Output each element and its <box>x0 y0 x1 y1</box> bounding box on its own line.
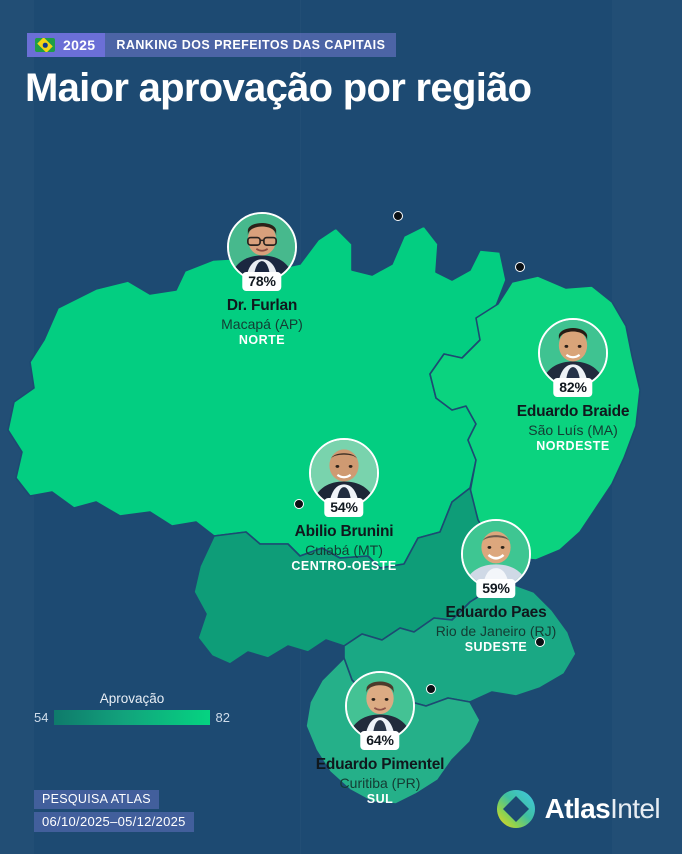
year-badge: 2025 <box>27 33 106 57</box>
legend-scale: 54 82 <box>34 710 230 725</box>
source-label: PESQUISA ATLAS <box>34 790 159 809</box>
brand-primary: Atlas <box>544 793 611 824</box>
legend-min-label: 54 <box>34 710 49 725</box>
map-region-norte[interactable] <box>7 225 507 569</box>
atlasintel-logo-icon <box>496 789 536 829</box>
brand-logo[interactable]: AtlasIntel <box>496 789 661 829</box>
header-badge: 2025 RANKING DOS PREFEITOS DAS CAPITAIS <box>27 33 397 57</box>
legend-max-label: 82 <box>215 710 230 725</box>
year-label: 2025 <box>63 37 96 53</box>
page-title: Maior aprovação por região <box>25 66 532 110</box>
brazil-flag-icon <box>35 38 55 52</box>
brand-wordmark: AtlasIntel <box>544 793 661 825</box>
city-dot-curitiba <box>426 684 436 694</box>
city-dot-sao-luis <box>515 262 525 272</box>
footer-source: PESQUISA ATLAS 06/10/2025–05/12/2025 <box>34 790 194 832</box>
city-dot-macapa <box>393 211 403 221</box>
city-dot-cuiaba <box>294 499 304 509</box>
brand-secondary: Intel <box>610 793 661 824</box>
legend: Aprovação 54 82 <box>34 691 230 725</box>
legend-title: Aprovação <box>99 691 165 706</box>
legend-gradient-bar <box>54 710 210 725</box>
city-dot-rio-de-janeiro <box>535 637 545 647</box>
kicker-label: RANKING DOS PREFEITOS DAS CAPITAIS <box>105 33 397 57</box>
date-range-label: 06/10/2025–05/12/2025 <box>34 812 194 832</box>
